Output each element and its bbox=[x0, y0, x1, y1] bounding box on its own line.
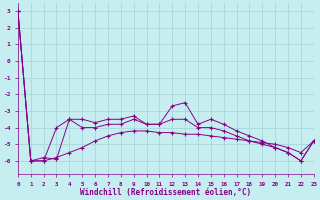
X-axis label: Windchill (Refroidissement éolien,°C): Windchill (Refroidissement éolien,°C) bbox=[80, 188, 252, 197]
